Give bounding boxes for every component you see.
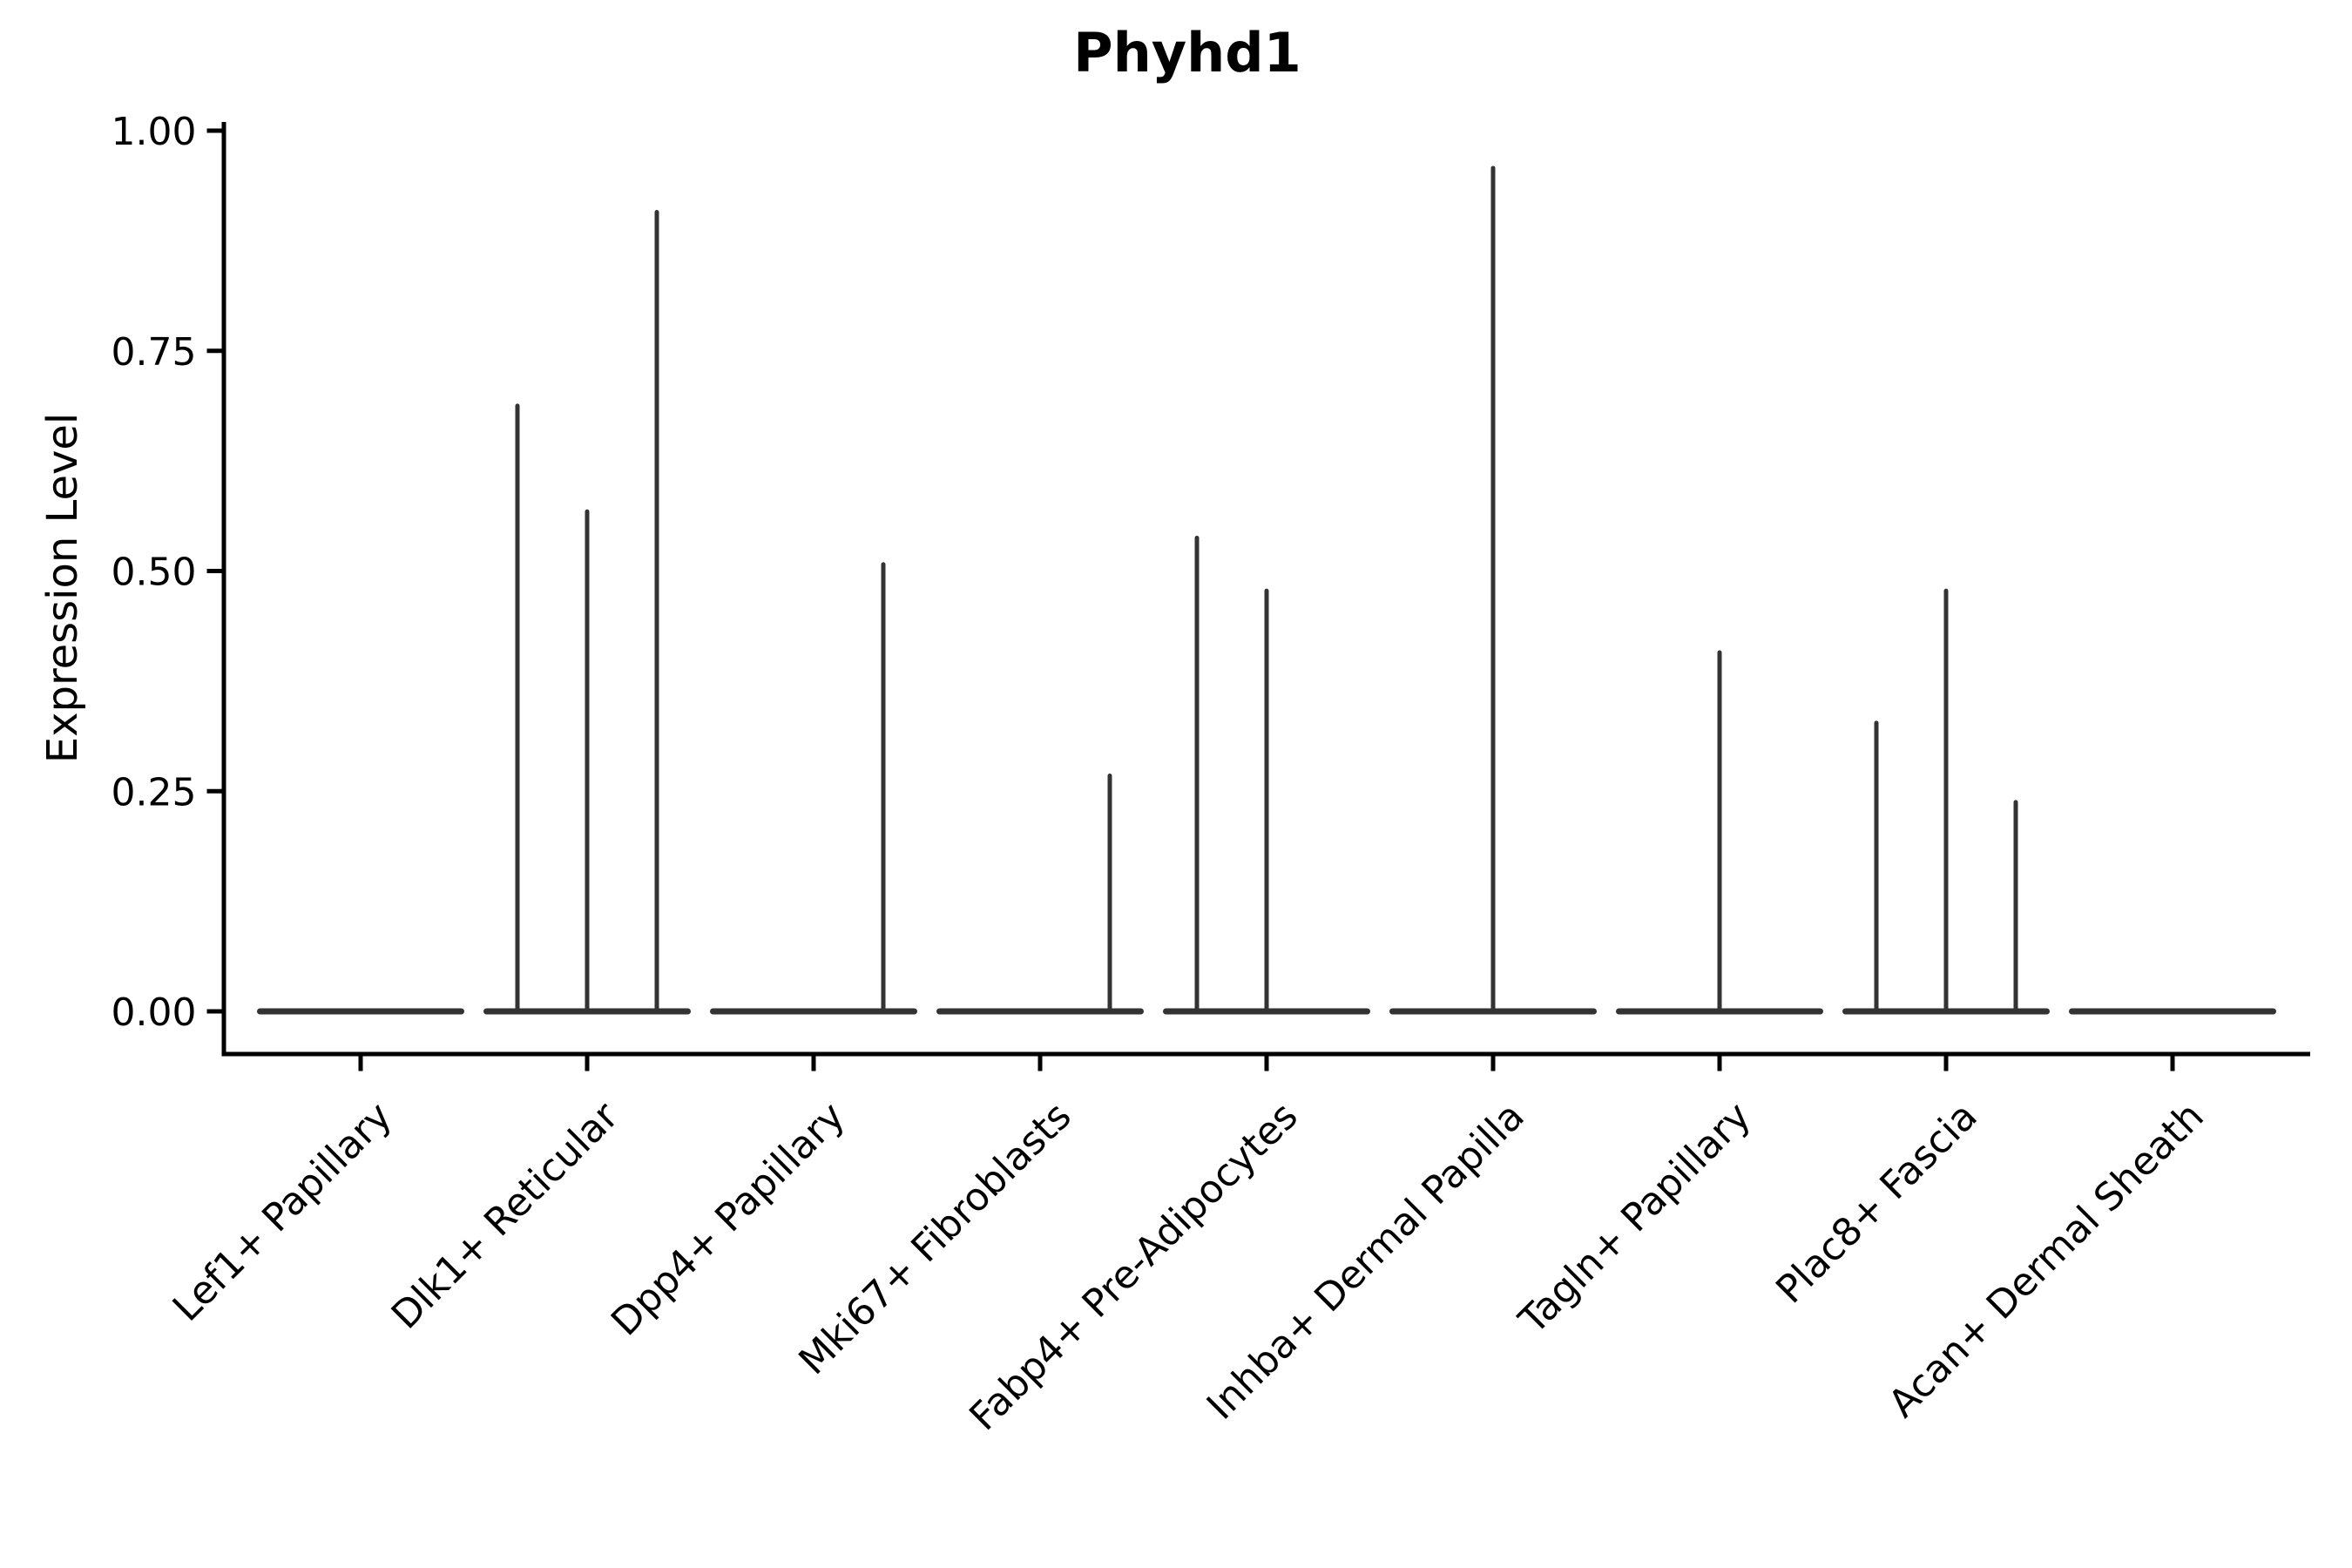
violin-baseline bbox=[257, 1008, 464, 1015]
x-tick-mark bbox=[811, 1056, 816, 1071]
violin-spike bbox=[654, 209, 659, 1015]
violin-baseline bbox=[936, 1008, 1144, 1015]
y-tick-label: 0.50 bbox=[112, 551, 197, 595]
x-category-label: Plac8+ Fascia bbox=[1767, 1094, 1986, 1313]
y-tick-label: 0.75 bbox=[112, 330, 197, 375]
violin-spike bbox=[881, 562, 886, 1015]
y-tick-mark bbox=[206, 1009, 222, 1014]
x-tick-mark bbox=[585, 1056, 590, 1071]
violin-spike bbox=[1107, 774, 1112, 1015]
violin-spike bbox=[1194, 536, 1200, 1015]
chart-title: Phyhd1 bbox=[1073, 21, 1301, 84]
violin-spike bbox=[515, 403, 520, 1015]
y-tick-label: 0.25 bbox=[112, 770, 197, 814]
x-tick-mark bbox=[358, 1056, 363, 1071]
violin-spike bbox=[2013, 800, 2018, 1015]
violin-spike bbox=[585, 509, 590, 1015]
violin-baseline bbox=[710, 1008, 917, 1015]
y-tick-mark bbox=[206, 569, 222, 573]
x-tick-mark bbox=[1943, 1056, 1949, 1071]
y-tick-mark bbox=[206, 348, 222, 354]
y-axis-spine bbox=[221, 122, 226, 1057]
y-tick-label: 0.00 bbox=[112, 990, 197, 1035]
violin-spike bbox=[1717, 650, 1722, 1015]
violin-spike bbox=[1943, 588, 1949, 1015]
x-category-label: Dlk1+ Reticular bbox=[383, 1093, 628, 1338]
x-tick-mark bbox=[2170, 1056, 2175, 1071]
x-tick-mark bbox=[1717, 1056, 1722, 1071]
y-tick-label: 1.00 bbox=[112, 110, 197, 154]
x-tick-mark bbox=[1264, 1056, 1269, 1071]
y-axis-label: Expression Level bbox=[38, 412, 87, 764]
x-tick-mark bbox=[1037, 1056, 1043, 1071]
y-tick-mark bbox=[206, 788, 222, 794]
x-tick-mark bbox=[1490, 1056, 1496, 1071]
x-category-label: Lef1+ Papillary bbox=[165, 1094, 401, 1330]
violin-spike bbox=[1264, 588, 1269, 1015]
violin-baseline bbox=[2069, 1008, 2276, 1015]
x-category-label: Dpp4+ Papillary bbox=[603, 1094, 854, 1345]
x-category-label: Tagln+ Papillary bbox=[1511, 1094, 1760, 1343]
x-axis-spine bbox=[222, 1051, 2310, 1057]
y-tick-mark bbox=[206, 128, 222, 133]
violin-spike bbox=[1874, 720, 1879, 1015]
violin-spike bbox=[1490, 166, 1496, 1015]
